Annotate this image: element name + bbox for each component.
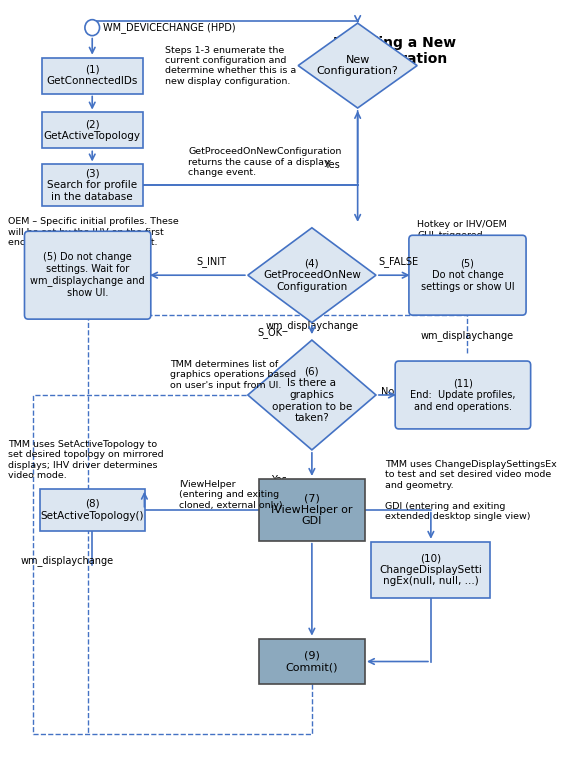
FancyBboxPatch shape [42, 164, 143, 206]
Text: S_OK: S_OK [258, 327, 282, 338]
Text: GDI (entering and exiting
extended desktop single view): GDI (entering and exiting extended deskt… [385, 501, 531, 522]
Text: No: No [380, 387, 394, 397]
Text: (10)
ChangeDisplaySetti
ngEx(null, null, ...): (10) ChangeDisplaySetti ngEx(null, null,… [379, 553, 483, 586]
FancyBboxPatch shape [24, 231, 151, 319]
Polygon shape [248, 340, 376, 450]
Text: wm_displaychange: wm_displaychange [265, 320, 358, 331]
Text: (5)
Do not change
settings or show UI: (5) Do not change settings or show UI [420, 259, 514, 292]
Text: Yes: Yes [324, 160, 339, 170]
Text: (9)
Commit(): (9) Commit() [285, 651, 338, 672]
Text: TMM determines list of
graphics operations based
on user's input from UI.: TMM determines list of graphics operatio… [170, 360, 296, 390]
Text: S_FALSE: S_FALSE [379, 257, 419, 267]
Text: (8)
SetActiveTopology(): (8) SetActiveTopology() [41, 499, 144, 521]
Text: (11)
End:  Update profiles,
and end operations.: (11) End: Update profiles, and end opera… [410, 378, 516, 412]
Text: (2)
GetActiveTopology: (2) GetActiveTopology [44, 119, 141, 141]
Text: TMM uses ChangeDisplaySettingsEx
to test and set desired video mode
and geometry: TMM uses ChangeDisplaySettingsEx to test… [385, 460, 557, 490]
Text: TMM uses SetActiveTopology to
set desired topology on mirrored
displays; IHV dri: TMM uses SetActiveTopology to set desire… [8, 440, 164, 480]
Text: Yes: Yes [271, 475, 287, 485]
FancyBboxPatch shape [39, 489, 145, 531]
FancyBboxPatch shape [42, 57, 143, 94]
FancyBboxPatch shape [42, 112, 143, 149]
Text: wm_displaychange: wm_displaychange [421, 330, 514, 341]
Text: Handling a New
Configuration: Handling a New Configuration [333, 36, 456, 66]
Text: S_INIT: S_INIT [196, 257, 226, 267]
FancyBboxPatch shape [395, 361, 531, 429]
Text: (3)
Search for profile
in the database: (3) Search for profile in the database [47, 169, 137, 202]
Circle shape [85, 19, 100, 36]
Text: WM_DEVICECHANGE (HPD): WM_DEVICECHANGE (HPD) [103, 22, 236, 33]
FancyBboxPatch shape [259, 639, 364, 684]
Text: (4)
GetProceedOnNew
Configuration: (4) GetProceedOnNew Configuration [263, 259, 361, 292]
Text: wm_displaychange: wm_displaychange [21, 555, 114, 566]
Text: (5) Do not change
settings. Wait for
wm_displaychange and
show UI.: (5) Do not change settings. Wait for wm_… [30, 253, 145, 298]
FancyBboxPatch shape [371, 542, 490, 598]
Text: Steps 1-3 enumerate the
current configuration and
determine whether this is a
ne: Steps 1-3 enumerate the current configur… [165, 46, 297, 86]
Text: (6)
Is there a
graphics
operation to be
taken?: (6) Is there a graphics operation to be … [272, 367, 352, 423]
Text: OEM – Specific initial profiles. These
will be set by the IHV on the first
encou: OEM – Specific initial profiles. These w… [8, 217, 179, 247]
Text: New
Configuration?: New Configuration? [317, 55, 398, 77]
FancyBboxPatch shape [409, 236, 526, 315]
FancyBboxPatch shape [259, 479, 364, 541]
Text: (1)
GetConnectedIDs: (1) GetConnectedIDs [46, 65, 138, 86]
Text: Hotkey or IHV/OEM
GUI–triggered
wm_devicechange
events.: Hotkey or IHV/OEM GUI–triggered wm_devic… [417, 220, 507, 260]
Polygon shape [248, 228, 376, 322]
Text: IViewHelper
(entering and exiting
cloned, external only): IViewHelper (entering and exiting cloned… [179, 480, 283, 510]
Text: (7)
IViewHelper or
GDI: (7) IViewHelper or GDI [271, 493, 353, 526]
Text: GetProceedOnNewConfiguration
returns the cause of a display
change event.: GetProceedOnNewConfiguration returns the… [188, 147, 342, 177]
Polygon shape [298, 23, 417, 108]
